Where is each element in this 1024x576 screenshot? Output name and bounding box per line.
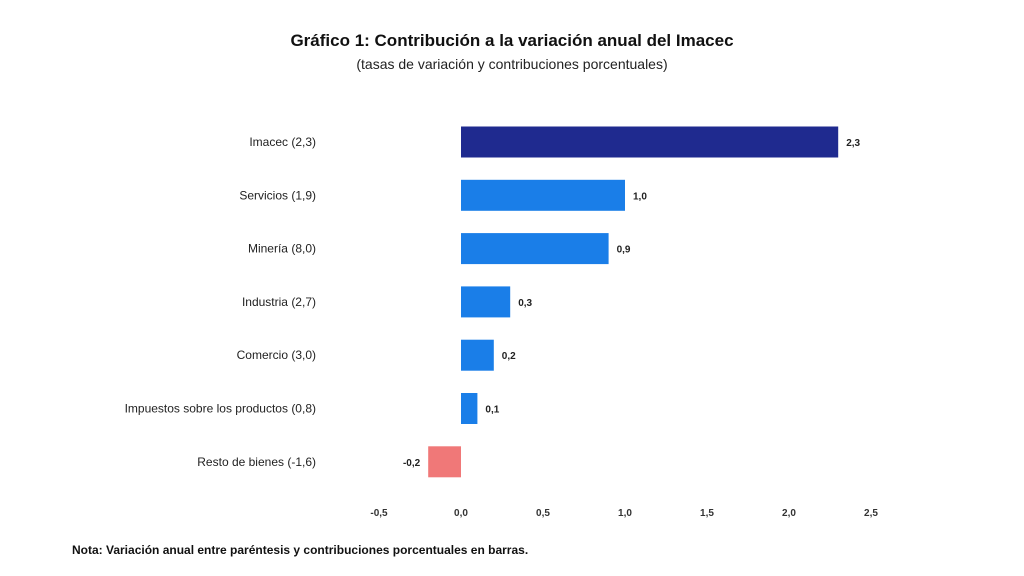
x-tick-label: 2,0	[782, 508, 796, 519]
value-label: 0,2	[502, 351, 516, 362]
x-tick-label: 0,5	[536, 508, 550, 519]
chart-note: Nota: Variación anual entre paréntesis y…	[72, 543, 529, 557]
value-label: -0,2	[403, 458, 421, 469]
bar	[461, 233, 609, 265]
category-label: Impuestos sobre los productos (0,8)	[125, 402, 316, 416]
category-label: Resto de bienes (-1,6)	[197, 455, 316, 469]
x-tick-label: 1,5	[700, 508, 714, 519]
category-label: Comercio (3,0)	[237, 348, 316, 362]
x-tick-label: 0,0	[454, 508, 468, 519]
value-label: 1,0	[633, 191, 647, 202]
x-tick-label: 2,5	[864, 508, 878, 519]
chart-subtitle: (tasas de variación y contribuciones por…	[356, 56, 668, 72]
category-label: Industria (2,7)	[242, 295, 316, 309]
x-tick-label: -0,5	[370, 508, 388, 519]
category-label: Servicios (1,9)	[239, 188, 316, 202]
bar	[461, 393, 478, 424]
value-label: 0,1	[485, 405, 499, 416]
bar	[461, 179, 625, 211]
bar	[461, 126, 839, 158]
value-label: 2,3	[846, 138, 860, 149]
x-tick-label: 1,0	[618, 508, 632, 519]
value-label: 0,9	[617, 245, 631, 256]
bar	[428, 446, 461, 478]
category-label: Imacec (2,3)	[249, 135, 316, 149]
value-label: 0,3	[518, 298, 532, 309]
category-label: Minería (8,0)	[248, 242, 316, 256]
bar	[461, 339, 494, 371]
bar	[461, 286, 511, 318]
chart-title: Gráfico 1: Contribución a la variación a…	[290, 31, 734, 50]
